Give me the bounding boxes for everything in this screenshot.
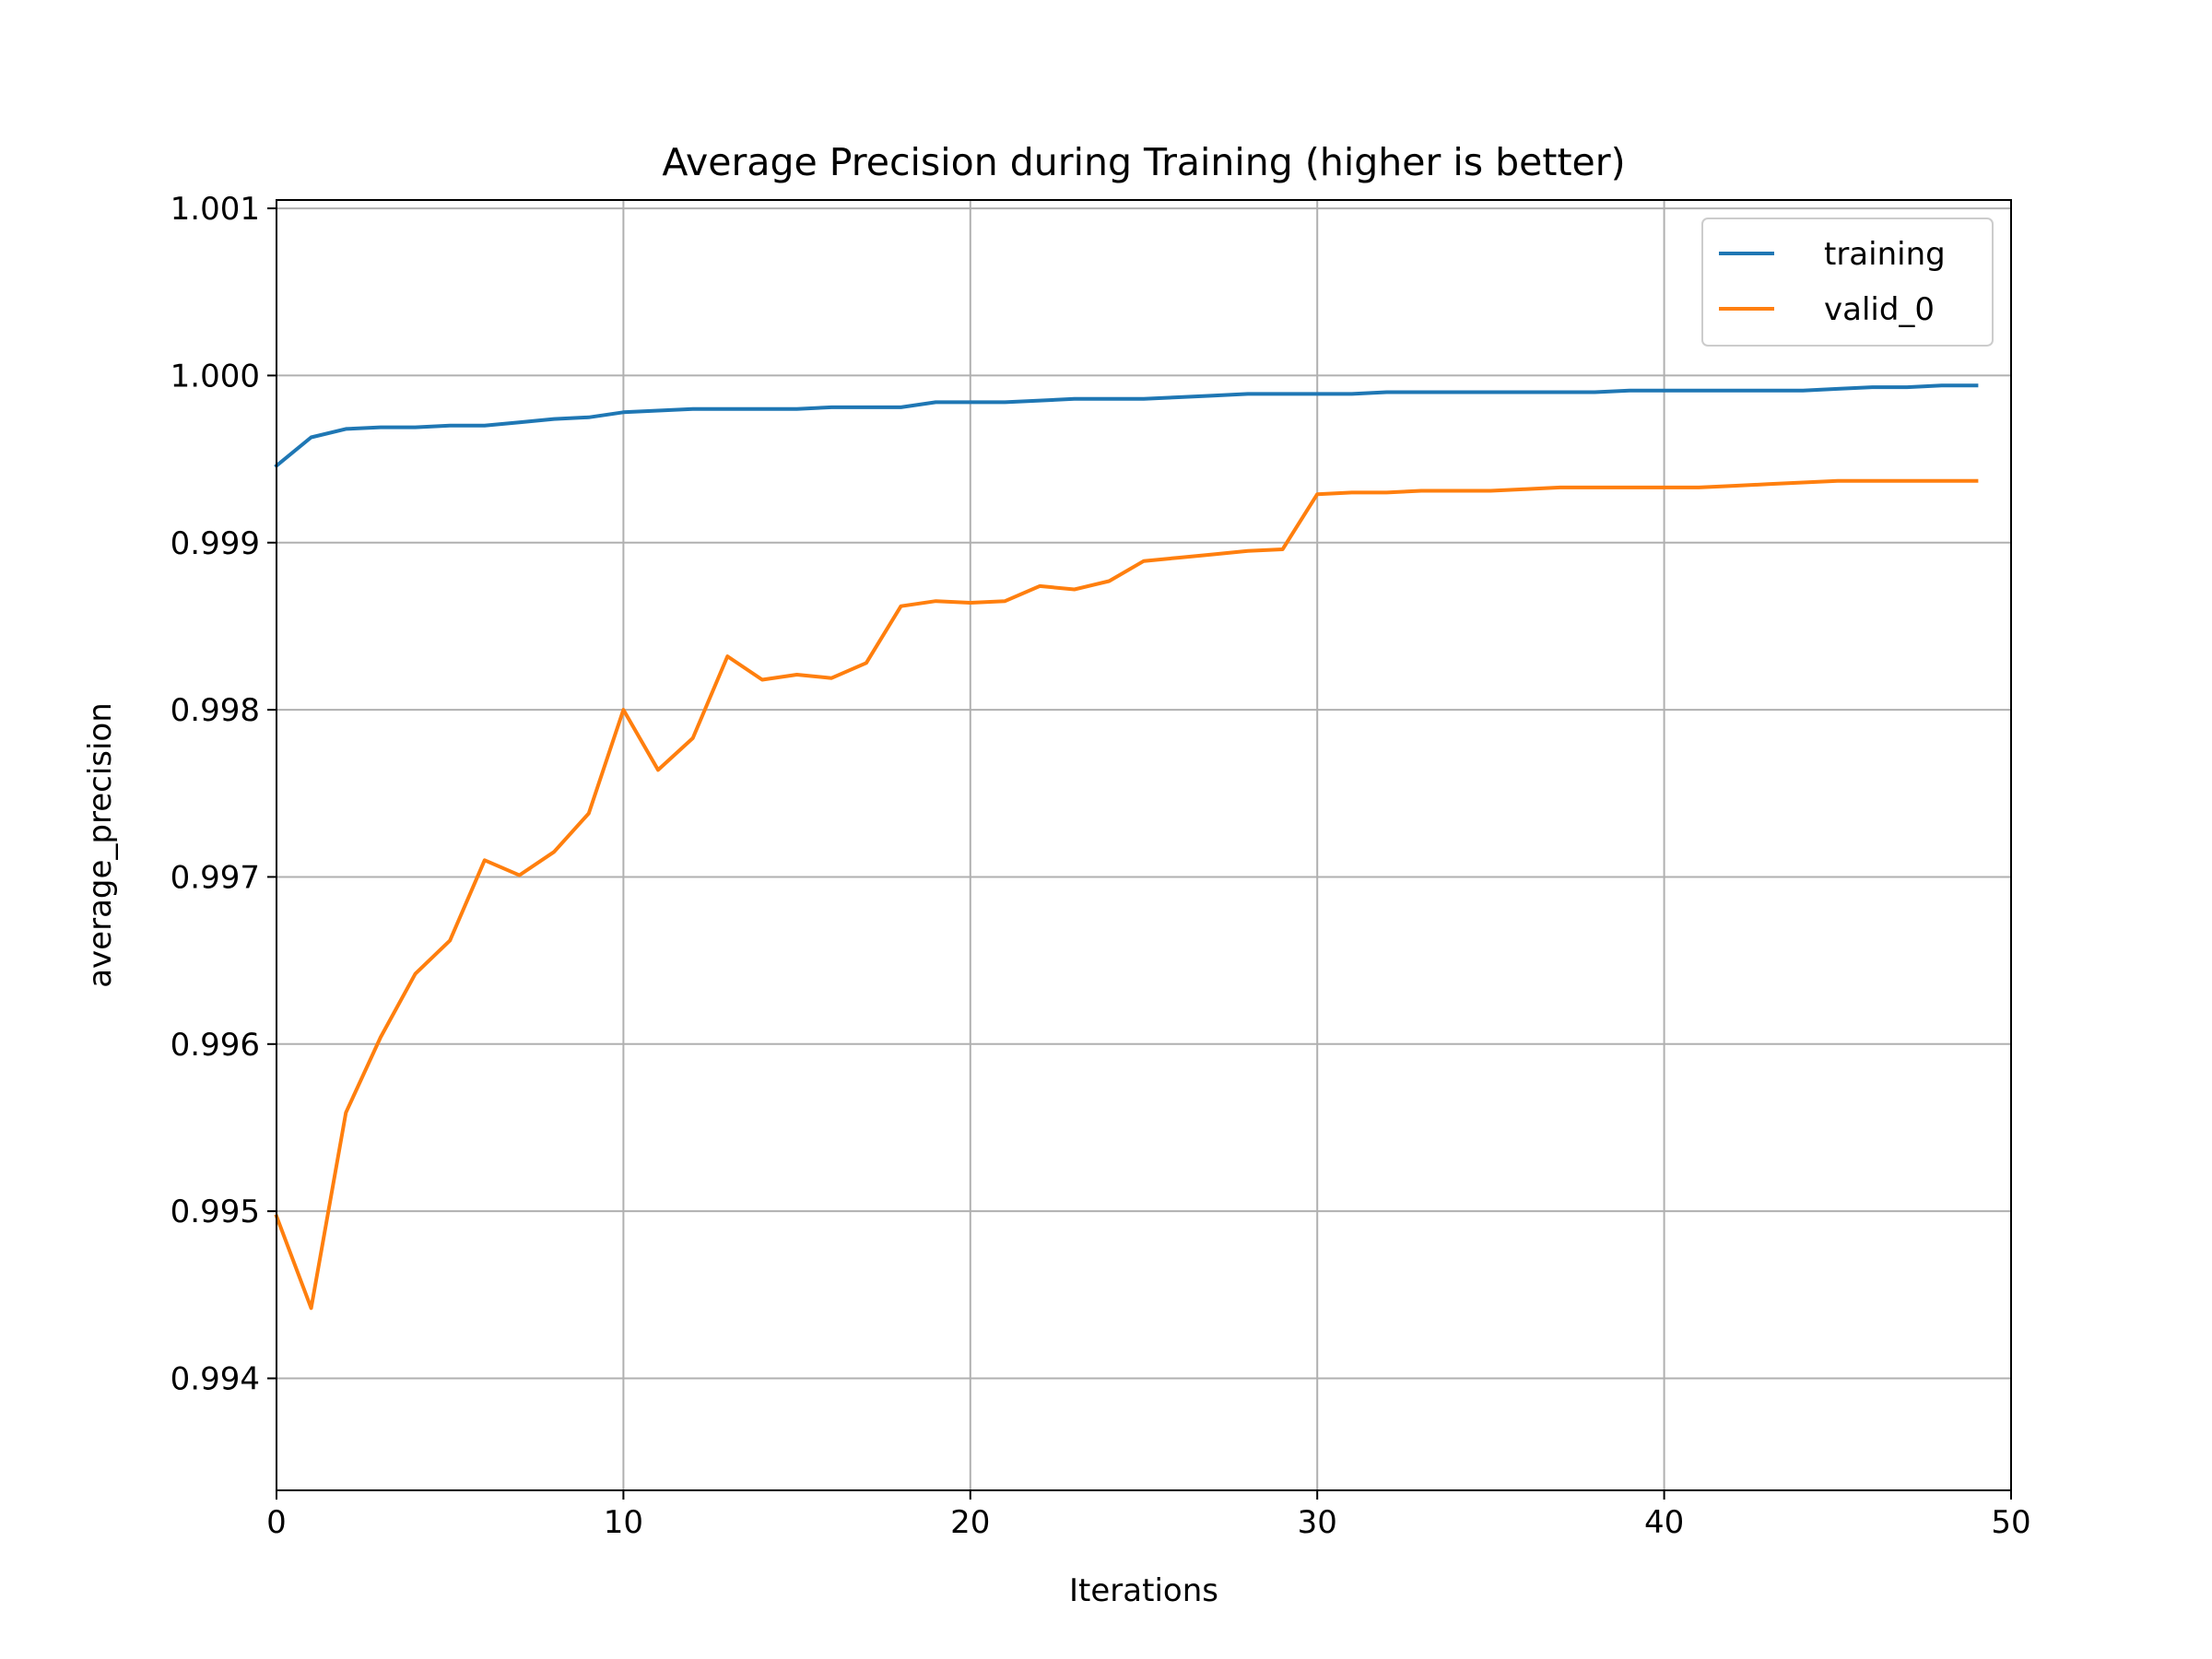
x-tick-label: 0: [266, 1504, 287, 1541]
legend-label-training: training: [1824, 236, 1946, 273]
x-tick-label: 20: [950, 1504, 990, 1541]
y-axis-title: average_precision: [82, 702, 119, 988]
x-tick-label: 40: [1644, 1504, 1684, 1541]
y-tick-label: 0.994: [171, 1360, 260, 1397]
y-tick-label: 0.996: [171, 1027, 260, 1064]
series-lines: [274, 383, 1979, 1311]
legend: training valid_0: [1701, 218, 1994, 347]
y-tick-label: 0.999: [171, 525, 260, 562]
x-tick-label: 30: [1298, 1504, 1337, 1541]
y-tick-label: 0.998: [171, 692, 260, 729]
legend-label-valid-0: valid_0: [1824, 291, 1935, 328]
x-tick-label: 50: [1991, 1504, 2030, 1541]
y-tick-label: 0.997: [171, 859, 260, 896]
y-tick-label: 0.995: [171, 1194, 260, 1230]
x-tick-label: 10: [604, 1504, 643, 1541]
series-line-valid-0: [274, 478, 1979, 1311]
y-tick-label: 1.001: [171, 191, 260, 228]
x-axis-title: Iterations: [1069, 1572, 1218, 1609]
series-line-training: [274, 383, 1979, 469]
y-tick-label: 1.000: [171, 358, 260, 394]
axis-ticks: 0 10 20 30 40 50 0.994 0.995 0.996 0.997 0.998 0.99…: [171, 191, 2031, 1541]
plot-area-frame: [276, 199, 2012, 1491]
chart-title: Average Precision during Training (highe…: [662, 140, 1625, 184]
grid-lines: [276, 200, 2012, 1490]
legend-box: [1701, 218, 1994, 347]
